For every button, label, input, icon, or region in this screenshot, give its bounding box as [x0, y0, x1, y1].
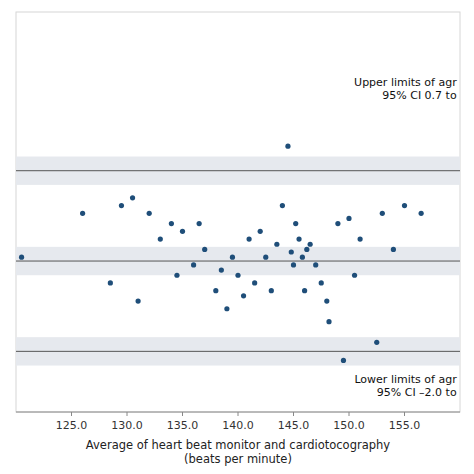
x-tick-label: 140.0	[222, 419, 254, 432]
point	[291, 262, 296, 267]
text-line: 95% CI 0.7 to	[382, 89, 457, 102]
x-axis: 125.0 130.0 135.0 140.0 145.0 150.0 155.0	[16, 412, 460, 432]
point	[197, 221, 202, 226]
point	[230, 255, 235, 260]
point	[346, 216, 351, 221]
point	[108, 280, 113, 285]
x-tick	[404, 412, 405, 416]
x-tick	[238, 412, 239, 416]
annotation: Lower limits of agr95% CI –2.0 to	[354, 373, 457, 399]
point	[324, 298, 329, 303]
point	[285, 144, 290, 149]
text-line: (beats per minute)	[184, 452, 292, 466]
x-tick-label: 145.0	[278, 419, 310, 432]
point	[352, 273, 357, 278]
x-tick	[127, 412, 128, 416]
point	[319, 280, 324, 285]
annotation: Upper limits of agr95% CI 0.7 to	[354, 76, 457, 102]
point	[258, 229, 263, 234]
point	[180, 229, 185, 234]
point	[402, 203, 407, 208]
point	[302, 288, 307, 293]
reference-line	[16, 351, 460, 352]
point	[80, 211, 85, 216]
point	[308, 242, 313, 247]
point	[247, 236, 252, 241]
chart: 125.0 130.0 135.0 140.0 145.0 150.0 155.0 Avera…	[0, 0, 474, 474]
point	[136, 298, 141, 303]
point	[169, 221, 174, 226]
x-tick-label: 150.0	[333, 419, 365, 432]
reference-line	[16, 170, 460, 171]
ci-band	[16, 157, 460, 185]
point	[358, 236, 363, 241]
point	[213, 288, 218, 293]
point	[289, 249, 294, 254]
x-tick-label: 125.0	[56, 419, 88, 432]
point	[119, 203, 124, 208]
point	[296, 236, 301, 241]
point	[374, 340, 379, 345]
point	[274, 242, 279, 247]
point	[300, 255, 305, 260]
point	[235, 273, 240, 278]
x-tick	[182, 412, 183, 416]
point	[304, 247, 309, 252]
plot-frame	[16, 12, 460, 412]
point	[293, 221, 298, 226]
point	[252, 280, 257, 285]
point	[219, 267, 224, 272]
point	[130, 195, 135, 200]
x-tick	[293, 412, 294, 416]
point	[174, 273, 179, 278]
point	[280, 203, 285, 208]
point	[391, 247, 396, 252]
point	[158, 236, 163, 241]
x-tick	[349, 412, 350, 416]
x-tick-label: 155.0	[389, 419, 421, 432]
point	[191, 262, 196, 267]
reference-line	[16, 261, 460, 262]
x-axis-label: Average of heart beat monitor and cardio…	[86, 438, 390, 466]
point	[19, 255, 24, 260]
x-tick-label: 135.0	[167, 419, 199, 432]
point	[269, 288, 274, 293]
point	[419, 211, 424, 216]
ci-band	[16, 247, 460, 275]
text-line: Upper limits of agr	[354, 76, 457, 89]
x-tick-label: 130.0	[111, 419, 143, 432]
x-tick	[71, 412, 72, 416]
point	[380, 211, 385, 216]
ci-band	[16, 337, 460, 365]
point	[147, 211, 152, 216]
point	[241, 293, 246, 298]
point	[313, 262, 318, 267]
point	[335, 221, 340, 226]
point	[326, 319, 331, 324]
point	[202, 247, 207, 252]
plot-area	[16, 144, 460, 366]
text-line: Average of heart beat monitor and cardio…	[86, 438, 390, 452]
point	[263, 255, 268, 260]
text-line: 95% CI –2.0 to	[377, 386, 457, 399]
point	[341, 358, 346, 363]
point	[224, 306, 229, 311]
text-line: Lower limits of agr	[354, 373, 457, 386]
